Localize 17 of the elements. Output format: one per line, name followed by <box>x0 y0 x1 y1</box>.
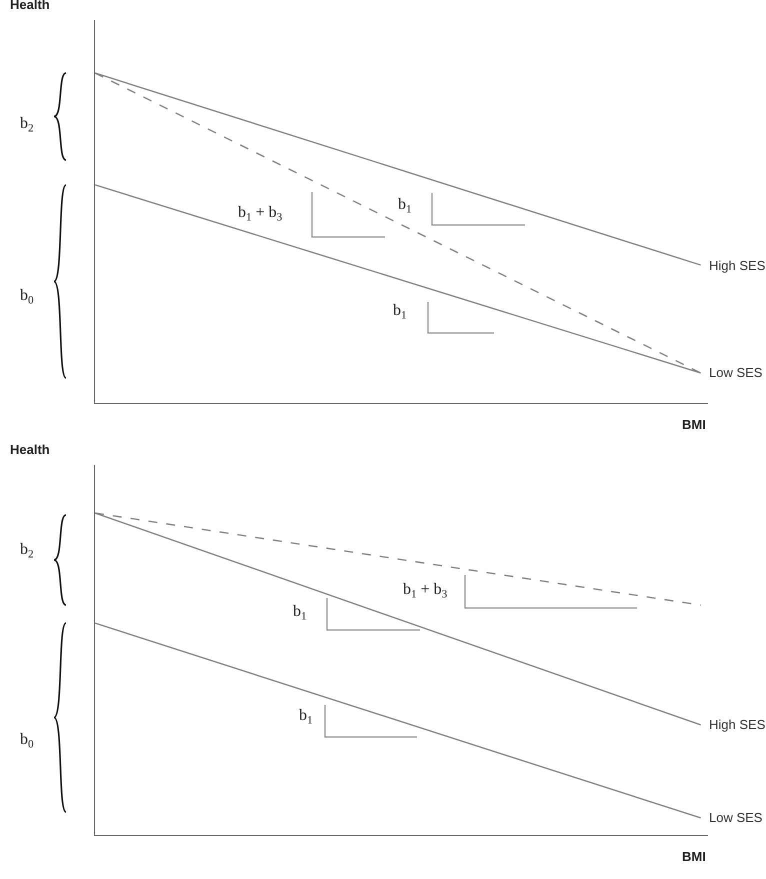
series-label: High SES <box>709 717 766 732</box>
annotation: b$_{1}$ <box>293 603 307 622</box>
annotation: b$_{1}$ + b$_{3}$ <box>403 581 448 600</box>
series-label: Low SES <box>709 365 763 380</box>
annotation: b$_{1}$ <box>299 707 313 726</box>
annotation: b$_{1}$ <box>398 196 412 216</box>
y-axis-title: Health <box>10 442 50 457</box>
series-label: High SES <box>709 258 766 273</box>
x-axis-title: BMI <box>682 849 706 864</box>
annotation: b$_{2}$ <box>20 115 34 134</box>
x-axis-title: BMI <box>682 417 706 432</box>
annotation: b$_{0}$ <box>20 731 34 750</box>
annotation: b$_{0}$ <box>20 287 34 306</box>
series-label: Low SES <box>709 810 763 825</box>
annotation: b$_{1}$ + b$_{3}$ <box>238 204 283 224</box>
annotation: b$_{2}$ <box>20 541 34 560</box>
annotation: b$_{1}$ <box>393 302 407 322</box>
